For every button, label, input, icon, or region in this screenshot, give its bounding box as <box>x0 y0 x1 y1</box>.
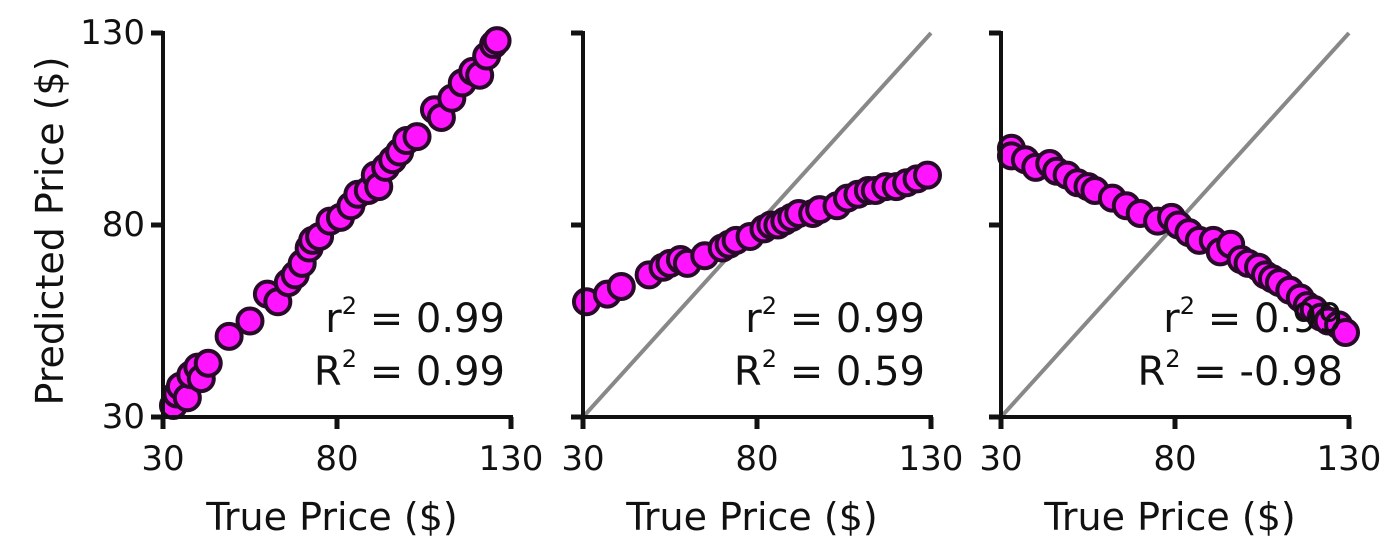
x-axis-label: True Price ($) <box>625 495 877 539</box>
x-tick-label: 30 <box>561 439 604 479</box>
r-squared-label: r2 = 0.99 <box>1163 292 1343 342</box>
y-tick-label: 30 <box>102 397 145 437</box>
data-point <box>196 351 221 376</box>
x-tick-label: 30 <box>141 439 184 479</box>
data-point <box>485 28 510 53</box>
x-axis-label: True Price ($) <box>205 495 457 539</box>
x-tick-label: 80 <box>315 439 358 479</box>
x-tick-label: 130 <box>1317 439 1382 479</box>
y-tick-label: 130 <box>80 13 145 53</box>
data-point <box>238 309 263 334</box>
r-squared-label: r2 = 0.99 <box>325 292 505 342</box>
x-tick-label: 80 <box>1153 439 1196 479</box>
x-tick-label: 30 <box>979 439 1022 479</box>
r-squared-label: r2 = 0.99 <box>745 292 925 342</box>
x-axis-label: True Price ($) <box>1043 495 1295 539</box>
data-point <box>609 274 634 299</box>
x-tick-label: 80 <box>735 439 778 479</box>
data-point <box>405 124 430 149</box>
y-axis-label: Predicted Price ($) <box>28 56 72 405</box>
R-squared-label: R2 = 0.99 <box>314 345 505 395</box>
x-tick-label: 130 <box>479 439 544 479</box>
y-tick-label: 80 <box>102 205 145 245</box>
x-tick-label: 130 <box>899 439 964 479</box>
R-squared-label: R2 = -0.98 <box>1137 345 1343 395</box>
data-point <box>915 163 940 188</box>
points <box>574 163 940 315</box>
R-squared-label: R2 = 0.59 <box>734 345 925 395</box>
